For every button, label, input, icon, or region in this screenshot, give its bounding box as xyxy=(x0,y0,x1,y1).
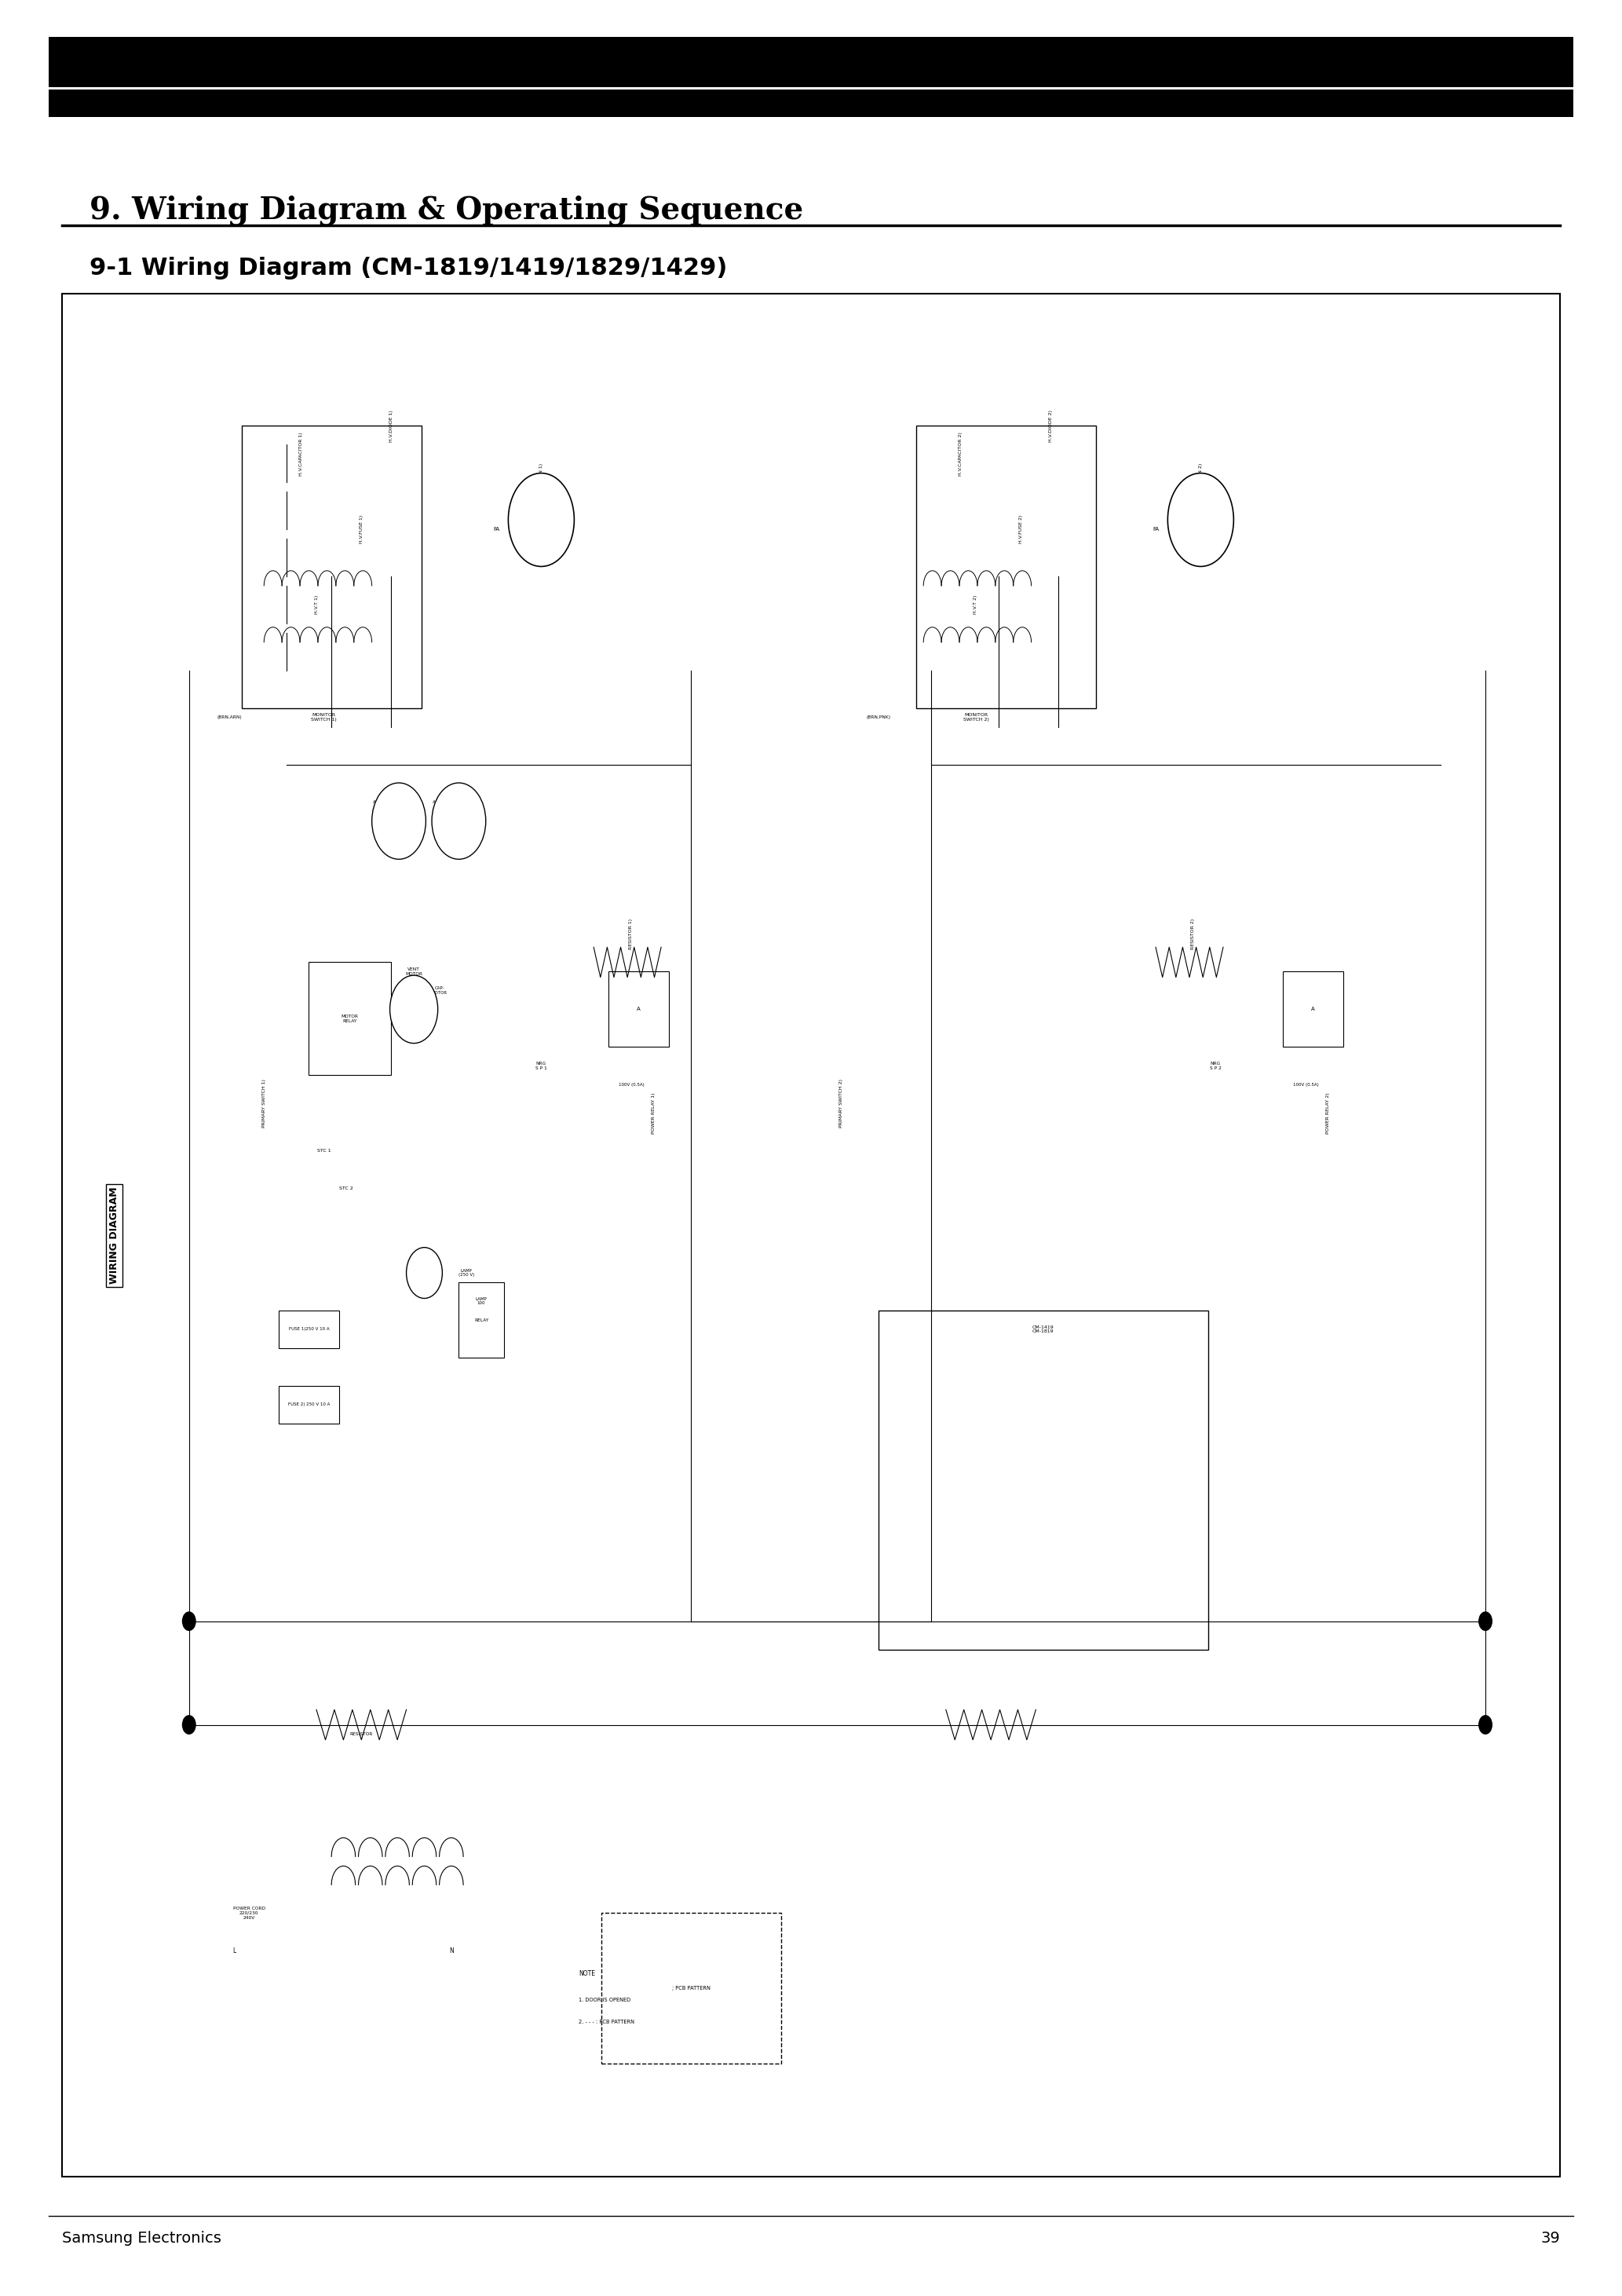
Text: LAMP
(250 V): LAMP (250 V) xyxy=(459,1270,474,1277)
Text: 100V (0.5A): 100V (0.5A) xyxy=(618,1084,644,1086)
Bar xyxy=(602,1913,782,2064)
Text: H.V.FUSE 1): H.V.FUSE 1) xyxy=(360,514,363,544)
Text: FA: FA xyxy=(1153,526,1158,533)
Text: FUSE 1)250 V 10 A: FUSE 1)250 V 10 A xyxy=(289,1327,329,1332)
Circle shape xyxy=(508,473,574,567)
Text: STC 2: STC 2 xyxy=(339,1187,354,1189)
Bar xyxy=(49,90,1573,117)
Text: A-MOTOR: A-MOTOR xyxy=(373,801,394,804)
Text: STC 1: STC 1 xyxy=(316,1148,331,1153)
Text: RESISTOR 2): RESISTOR 2) xyxy=(1191,918,1195,951)
Text: H.V.CAPACITOR 2): H.V.CAPACITOR 2) xyxy=(959,432,963,475)
Circle shape xyxy=(371,783,427,859)
Text: A-MOTOR: A-MOTOR xyxy=(433,801,454,804)
Bar xyxy=(242,425,422,707)
Text: NRG
S P 2: NRG S P 2 xyxy=(1210,1061,1221,1070)
Text: M: M xyxy=(456,820,461,824)
Text: H.V.T 1): H.V.T 1) xyxy=(315,595,318,613)
Text: H.V.FUSE 2): H.V.FUSE 2) xyxy=(1019,514,1023,544)
Text: MONITOR
SWITCH 1): MONITOR SWITCH 1) xyxy=(311,714,337,721)
Circle shape xyxy=(1479,1612,1492,1630)
Text: H.V.DIODE 1): H.V.DIODE 1) xyxy=(389,409,393,441)
Circle shape xyxy=(183,1612,196,1630)
Circle shape xyxy=(1479,1715,1492,1733)
Text: POWER RELAY 2): POWER RELAY 2) xyxy=(1327,1093,1330,1134)
Text: VENT
MOTOR: VENT MOTOR xyxy=(406,967,422,976)
Text: LAMP
100: LAMP 100 xyxy=(475,1297,487,1306)
Circle shape xyxy=(183,1715,196,1733)
Text: CAP-
MOTOR: CAP- MOTOR xyxy=(431,987,448,994)
Text: ; PCB PATTERN: ; PCB PATTERN xyxy=(672,1986,710,1991)
Text: Samsung Electronics: Samsung Electronics xyxy=(62,2232,221,2245)
Bar xyxy=(608,971,668,1047)
Text: PRIMARY SWITCH 2): PRIMARY SWITCH 2) xyxy=(839,1079,843,1127)
Text: CM-1419
CM-1819: CM-1419 CM-1819 xyxy=(1033,1325,1054,1334)
Text: FA: FA xyxy=(493,526,500,533)
Text: 9-1 Wiring Diagram (CM-1819/1419/1829/1429): 9-1 Wiring Diagram (CM-1819/1419/1829/14… xyxy=(89,257,727,280)
Text: POWER RELAY 1): POWER RELAY 1) xyxy=(652,1093,655,1134)
Text: 9. Wiring Diagram & Operating Sequence: 9. Wiring Diagram & Operating Sequence xyxy=(89,195,803,225)
Circle shape xyxy=(389,976,438,1042)
Text: FUSE 2) 250 V 10 A: FUSE 2) 250 V 10 A xyxy=(289,1403,329,1407)
Text: 1. DOOR IS OPENED: 1. DOOR IS OPENED xyxy=(579,1998,631,2002)
Text: MONITOR
SWITCH 2): MONITOR SWITCH 2) xyxy=(963,714,989,721)
Text: RELAY: RELAY xyxy=(474,1318,488,1322)
Bar xyxy=(1283,971,1343,1047)
Text: L: L xyxy=(232,1947,235,1954)
Text: 39: 39 xyxy=(1541,2232,1560,2245)
Text: H.V.CAPACITOR 1): H.V.CAPACITOR 1) xyxy=(300,432,303,475)
Text: RESISTOR 1): RESISTOR 1) xyxy=(629,918,633,948)
Text: NRG
S P 1: NRG S P 1 xyxy=(535,1061,547,1070)
Bar xyxy=(279,1387,339,1424)
Text: NOTE: NOTE xyxy=(579,1970,595,1977)
Circle shape xyxy=(431,783,485,859)
Text: H.V.T 2): H.V.T 2) xyxy=(973,595,978,613)
Text: 2. - - - : PCB PATTERN: 2. - - - : PCB PATTERN xyxy=(579,2020,634,2025)
Bar xyxy=(62,294,1560,2177)
Text: M: M xyxy=(412,1008,417,1013)
Text: POWER CORD
220/230
240V: POWER CORD 220/230 240V xyxy=(234,1906,264,1919)
Text: 100V (0.5A): 100V (0.5A) xyxy=(1293,1084,1319,1086)
Text: WIRING DIAGRAM: WIRING DIAGRAM xyxy=(109,1187,118,1283)
Bar xyxy=(879,1311,1208,1649)
Text: (BRN,ARN): (BRN,ARN) xyxy=(217,716,242,719)
Text: MOTOR
RELAY: MOTOR RELAY xyxy=(341,1015,358,1024)
Text: MAGNETRON 1): MAGNETRON 1) xyxy=(539,464,543,501)
Bar xyxy=(49,37,1573,87)
Circle shape xyxy=(407,1247,443,1297)
Circle shape xyxy=(1168,473,1234,567)
Bar xyxy=(459,1281,504,1357)
Text: PRIMARY SWITCH 1): PRIMARY SWITCH 1) xyxy=(263,1079,266,1127)
Text: A: A xyxy=(637,1008,641,1013)
Bar xyxy=(279,1311,339,1348)
Text: N: N xyxy=(449,1947,454,1954)
Text: A: A xyxy=(1311,1008,1315,1013)
Bar xyxy=(916,425,1096,707)
Text: MAGNETRON 2): MAGNETRON 2) xyxy=(1199,464,1202,501)
Text: H.V.DIODE 2): H.V.DIODE 2) xyxy=(1049,409,1053,441)
Text: RESISTOR: RESISTOR xyxy=(350,1731,373,1736)
Text: M: M xyxy=(396,820,401,824)
Bar xyxy=(308,962,391,1075)
Text: (BRN,PNK): (BRN,PNK) xyxy=(866,716,890,719)
